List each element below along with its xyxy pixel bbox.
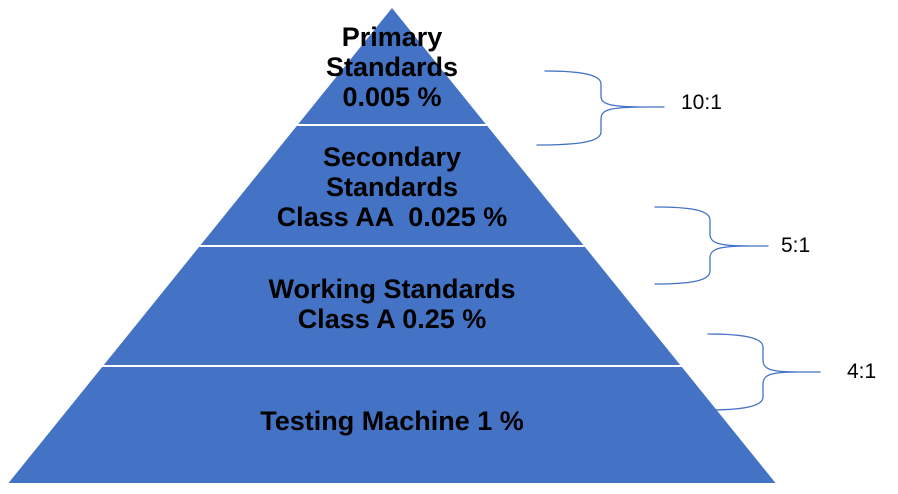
curly-brace-4-1-icon bbox=[707, 333, 821, 411]
ratio-label-10-1: 10:1 bbox=[681, 91, 722, 114]
tier-text-line: Standards bbox=[325, 172, 459, 202]
tier-text-line: Secondary bbox=[322, 142, 462, 172]
tier-text-line: 0.005 % bbox=[342, 82, 442, 112]
tier-text-line: Working Standards bbox=[268, 274, 516, 304]
ratio-label-4-1: 4:1 bbox=[847, 360, 877, 383]
tier-text-line: Class AA 0.025 % bbox=[276, 202, 508, 232]
tier-secondary-standards: Secondary Standards Class AA 0.025 % bbox=[142, 142, 642, 232]
curly-brace-10-1-icon bbox=[536, 70, 665, 146]
tier-testing-machine: Testing Machine 1 % bbox=[142, 406, 642, 436]
tier-text-line: Primary bbox=[341, 22, 443, 52]
tier-text-line: Standards bbox=[325, 52, 459, 82]
tier-text-line: Testing Machine 1 % bbox=[260, 406, 524, 436]
tier-working-standards: Working Standards Class A 0.25 % bbox=[142, 274, 642, 334]
tier-text-line: Class A 0.25 % bbox=[297, 304, 487, 334]
tier-primary-standards: Primary Standards 0.005 % bbox=[142, 22, 642, 112]
curly-brace-5-1-icon bbox=[654, 206, 769, 285]
ratio-label-5-1: 5:1 bbox=[781, 234, 811, 257]
